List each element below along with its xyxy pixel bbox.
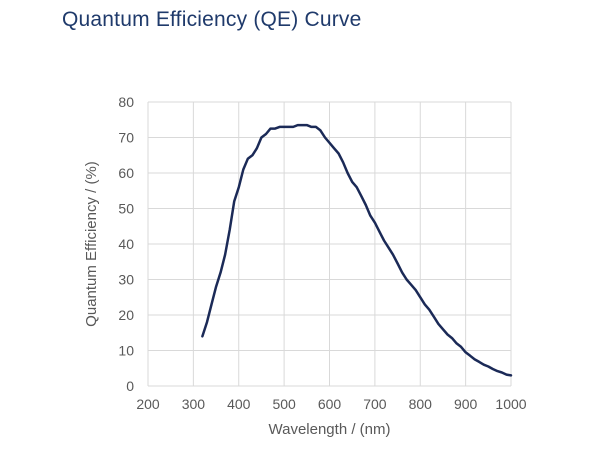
x-tick-label: 500 [272, 396, 296, 412]
y-tick-label: 80 [118, 94, 134, 110]
series-line [201, 123, 513, 377]
chart-grid [147, 101, 512, 387]
x-tick-label: 600 [318, 396, 342, 412]
x-tick-label: 300 [182, 396, 206, 412]
x-tick-label: 700 [363, 396, 387, 412]
x-tick-label: 900 [454, 396, 478, 412]
x-tick-label: 400 [227, 396, 251, 412]
x-tick-label: 1000 [495, 396, 526, 412]
y-tick-label: 30 [118, 272, 134, 288]
page-title: Quantum Efficiency (QE) Curve [62, 8, 362, 31]
x-tick-label: 800 [409, 396, 433, 412]
y-tick-label: 50 [118, 201, 134, 217]
y-tick-label: 40 [118, 236, 134, 252]
x-axis-title: Wavelength / (nm) [269, 421, 391, 438]
y-tick-label: 10 [118, 343, 134, 359]
x-tick-label: 200 [136, 396, 160, 412]
y-tick-label: 20 [118, 307, 134, 323]
y-tick-labels: 0 10 20 30 40 50 60 70 80 [118, 94, 134, 394]
y-axis-title: Quantum Efficiency / (%) [83, 161, 100, 327]
y-tick-label: 0 [126, 378, 134, 394]
y-tick-label: 70 [118, 130, 134, 146]
x-tick-labels: 200 300 400 500 600 700 800 900 1000 [136, 396, 526, 412]
y-tick-label: 60 [118, 165, 134, 181]
